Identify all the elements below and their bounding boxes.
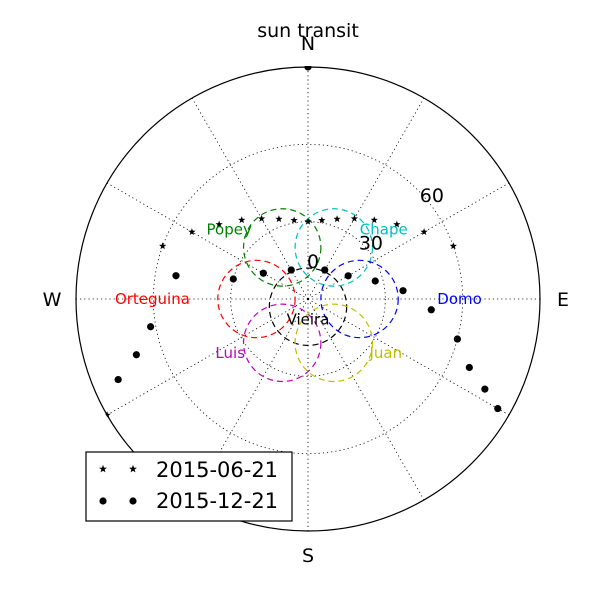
- dot-point-6: [453, 335, 461, 343]
- direction-label-west: W: [43, 289, 62, 311]
- dot-point-3: [371, 277, 379, 285]
- legend-marker-star: [99, 464, 137, 473]
- legend-box: [85, 451, 293, 522]
- direction-label-south: S: [302, 545, 314, 567]
- dot-point-0: [304, 66, 312, 71]
- dot-point-11: [259, 269, 267, 277]
- grid-spoke-300: [106, 182, 309, 300]
- station-label-juan: Juan: [368, 344, 402, 362]
- station-circles: [217, 208, 399, 383]
- dot-point-12: [229, 275, 237, 283]
- star-point-6: [420, 228, 428, 236]
- radial-tick-label-30: 30: [359, 232, 383, 254]
- star-point-0: [304, 217, 312, 225]
- station-circle-vieira: [268, 267, 348, 347]
- grid-spoke-60: [307, 182, 510, 300]
- star-point-8: [290, 216, 298, 224]
- dot-point-8: [481, 385, 489, 393]
- dot-point-7: [465, 363, 473, 372]
- star-point-5: [393, 220, 401, 228]
- star-point-9: [275, 215, 283, 223]
- dot-point-15: [132, 351, 140, 359]
- chart-title: sun transit: [257, 20, 359, 42]
- radial-tick-label-0: 0: [307, 251, 319, 273]
- station-label-luis: Luis: [215, 344, 245, 362]
- station-circle-luis: [242, 303, 322, 383]
- dot-point-1: [321, 266, 329, 274]
- legend-marker-dot: [99, 497, 137, 505]
- station-circle-juan: [294, 303, 374, 383]
- dot-point-16: [114, 375, 122, 384]
- station-label-chape: Chape: [360, 220, 408, 238]
- station-circle-popey: [242, 208, 322, 287]
- grid-ring-30: [230, 221, 386, 377]
- grid-spoke-30: [307, 97, 425, 300]
- star-point-12: [215, 220, 223, 228]
- grid-spoke-120: [307, 298, 510, 416]
- star-point-14: [159, 242, 167, 250]
- legend: 2015-06-21 2015-12-21: [85, 451, 293, 522]
- grid-spoke-240: [106, 298, 309, 416]
- grid-spoke-330: [191, 97, 309, 300]
- star-point-3: [350, 214, 359, 222]
- station-label-domo: Domo: [437, 290, 482, 308]
- legend-label-series-1: 2015-06-21: [156, 458, 278, 482]
- station-circle-chape: [294, 208, 374, 287]
- star-point-11: [238, 216, 246, 224]
- star-point-15: [103, 411, 111, 419]
- direction-label-east: E: [557, 289, 569, 311]
- star-point-13: [188, 228, 196, 236]
- axis-labels: N S W E 0 30 60 Vieira Popey Chape Orteguina Domo Lu…: [43, 33, 569, 567]
- direction-label-north: N: [301, 33, 315, 55]
- dot-point-2: [344, 272, 352, 280]
- star-point-4: [370, 216, 378, 224]
- station-label-popey: Popey: [207, 220, 252, 238]
- dot-point-10: [287, 266, 295, 274]
- grid-spoke-150: [307, 298, 425, 501]
- station-circle-orteguina: [217, 259, 296, 339]
- star-point-1: [318, 216, 326, 224]
- star-point-7: [449, 242, 457, 250]
- radial-tick-label-60: 60: [420, 185, 444, 207]
- dot-point-5: [427, 306, 435, 314]
- dot-point-14: [147, 323, 155, 331]
- grid-ring-60: [152, 143, 464, 455]
- dot-point-4: [399, 287, 407, 295]
- station-label-orteguina: Orteguina: [115, 290, 190, 308]
- star-point-2: [333, 215, 341, 223]
- star-point-10: [257, 214, 266, 222]
- legend-label-series-2: 2015-12-21: [156, 489, 278, 513]
- data-points: [103, 66, 502, 419]
- station-label-vieira: Vieira: [287, 311, 330, 329]
- station-circle-domo: [320, 259, 399, 339]
- dot-point-13: [172, 272, 180, 280]
- dot-point-9: [494, 404, 502, 413]
